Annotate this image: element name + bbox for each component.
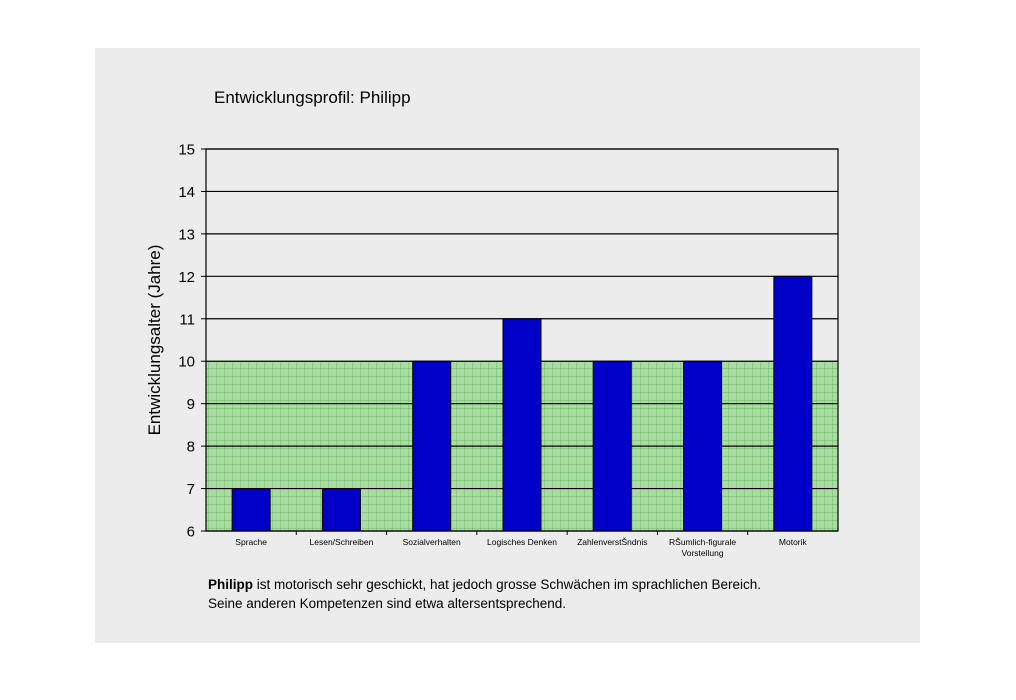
caption-line-1-text: ist motorisch sehr geschickt, hat jedoch… xyxy=(253,577,761,592)
y-tick-label: 9 xyxy=(187,396,195,413)
bar xyxy=(773,275,813,532)
caption-bold-name: Philipp xyxy=(208,577,253,592)
y-tick-label: 15 xyxy=(178,142,195,159)
bar xyxy=(412,360,452,532)
plot-frame xyxy=(205,148,839,532)
y-tick-label: 12 xyxy=(178,269,195,286)
x-tick-label: Sprache xyxy=(235,537,267,547)
x-tick-label: Motorik xyxy=(779,537,808,547)
y-tick-label: 14 xyxy=(178,184,195,201)
chart-caption: Philipp ist motorisch sehr geschickt, ha… xyxy=(208,575,761,613)
bar xyxy=(231,488,271,532)
y-tick-label: 10 xyxy=(178,354,195,371)
bar xyxy=(683,360,723,532)
y-tick-label: 6 xyxy=(187,524,195,541)
caption-line-1: Philipp ist motorisch sehr geschickt, ha… xyxy=(208,575,761,594)
bar xyxy=(321,488,361,532)
y-tick-label: 13 xyxy=(178,226,195,243)
chart-title: Entwicklungsprofil: Philipp xyxy=(214,88,411,107)
x-tick-label: Vorstellung xyxy=(682,548,724,558)
x-tick-label: ZahlenverstŠndnis xyxy=(577,537,647,547)
x-tick-label: RŠumlich-figurale xyxy=(669,537,736,547)
caption-line-2: Seine anderen Kompetenzen sind etwa alte… xyxy=(208,596,566,611)
x-tick-label: Logisches Denken xyxy=(487,537,557,547)
bar xyxy=(502,318,542,532)
y-tick-label: 8 xyxy=(187,439,195,456)
x-tick-label: Sozialverhalten xyxy=(403,537,461,547)
bar xyxy=(592,360,632,532)
x-tick-label: Lesen/Schreiben xyxy=(310,537,374,547)
y-tick-label: 11 xyxy=(179,311,195,328)
y-tick-label: 7 xyxy=(187,481,195,498)
